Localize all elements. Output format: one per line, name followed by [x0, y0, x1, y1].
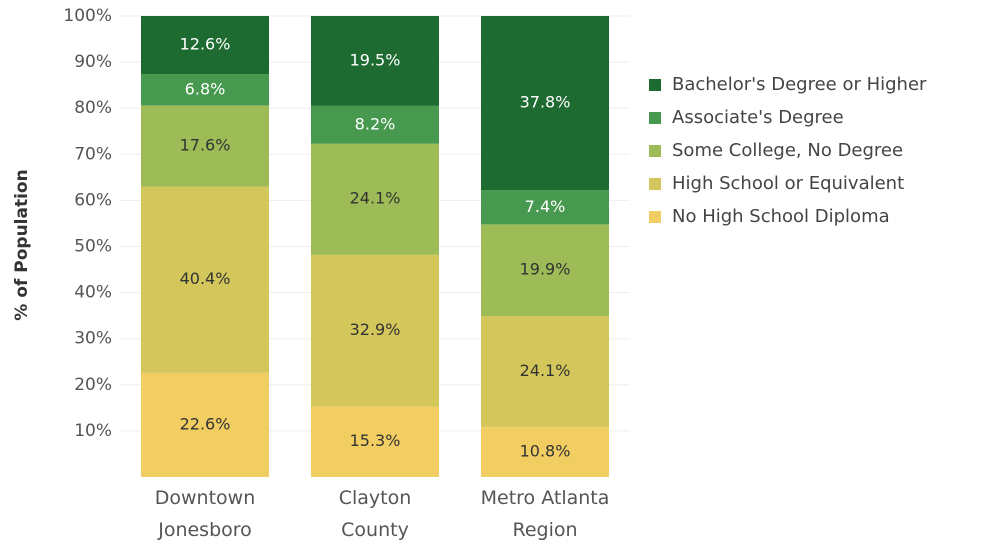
legend-label: Associate's Degree: [672, 107, 844, 128]
y-tick-label: 30%: [74, 329, 112, 349]
value-label: 32.9%: [350, 320, 401, 339]
y-tick-label: 80%: [74, 98, 112, 118]
value-label: 8.2%: [355, 114, 396, 133]
legend-swatch: [649, 178, 661, 190]
x-tick-label: Metro Atlanta Region: [481, 487, 610, 541]
bar-segment: [311, 406, 439, 477]
value-label: 24.1%: [350, 189, 401, 208]
y-tick-label: 20%: [74, 375, 112, 395]
legend-swatch: [649, 112, 661, 124]
y-tick-label: 60%: [74, 190, 112, 210]
legend-swatch: [649, 145, 661, 157]
value-label: 19.9%: [520, 260, 571, 279]
legend-label: Bachelor's Degree or Higher: [672, 74, 927, 95]
legend-swatch: [649, 79, 661, 91]
legend-swatch: [649, 211, 661, 223]
legend-label: High School or Equivalent: [672, 173, 904, 194]
y-tick-label: 50%: [74, 237, 112, 257]
value-label: 40.4%: [180, 269, 231, 288]
bar-segment: [311, 254, 439, 407]
bar-segment: [141, 105, 269, 187]
y-tick-label: 10%: [74, 421, 112, 441]
bar-segment: [141, 74, 269, 106]
value-label: 22.6%: [180, 414, 231, 433]
bar-segment: [141, 16, 269, 75]
bar-segment: [481, 427, 609, 477]
value-label: 37.8%: [520, 93, 571, 112]
y-tick-label: 70%: [74, 144, 112, 164]
value-label: 24.1%: [520, 361, 571, 380]
legend-label: No High School Diploma: [672, 206, 890, 227]
bar-segment: [141, 372, 269, 477]
x-tick-label: Downtown Jonesboro: [155, 487, 256, 541]
bar-segment: [311, 105, 439, 144]
bar-segment: [481, 190, 609, 225]
value-label: 7.4%: [525, 197, 566, 216]
y-tick-label: 100%: [63, 6, 112, 26]
value-label: 6.8%: [185, 79, 226, 98]
legend-label: Some College, No Degree: [672, 140, 903, 161]
value-label: 19.5%: [350, 50, 401, 69]
bar-segment: [481, 224, 609, 317]
x-tick-label: Clayton County: [339, 487, 412, 541]
bar-segment: [311, 143, 439, 255]
value-label: 12.6%: [180, 35, 231, 54]
bar-segment: [141, 186, 269, 373]
value-label: 17.6%: [180, 136, 231, 155]
bar-segment: [481, 16, 609, 191]
y-tick-label: 40%: [74, 283, 112, 303]
y-axis-label: % of Population: [12, 169, 32, 320]
bar-segment: [311, 16, 439, 106]
value-label: 10.8%: [520, 442, 571, 461]
y-tick-label: 90%: [74, 52, 112, 72]
bar-segment: [481, 316, 609, 428]
value-label: 15.3%: [350, 431, 401, 450]
